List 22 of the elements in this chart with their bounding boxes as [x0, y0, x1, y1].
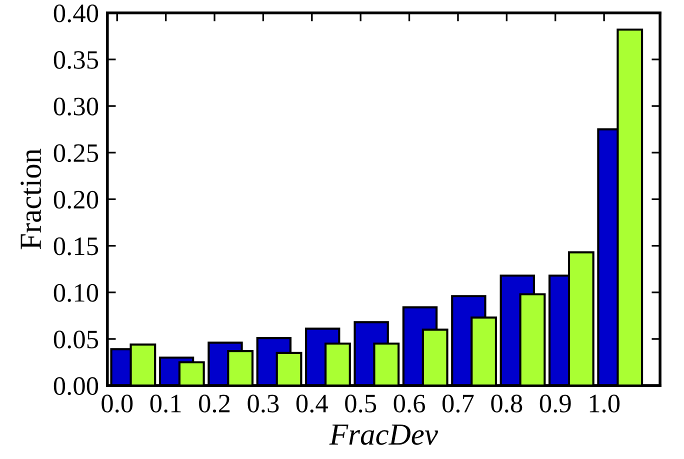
x-tick-label: 0.3	[248, 394, 279, 413]
x-tick-label: 1.0	[590, 394, 620, 413]
y-tick-label: 0.10	[54, 284, 98, 302]
x-tick-label: 0.8	[491, 394, 522, 413]
y-tick-label: 0.15	[54, 237, 98, 256]
y-tick-label: 0.20	[54, 190, 98, 209]
x-tick-label: 0.4	[296, 394, 328, 413]
x-tick-label: 0.5	[345, 394, 376, 413]
y-tick-label: 0.30	[54, 98, 98, 116]
y-tick-label: 0.25	[54, 144, 98, 162]
y-tick-label: 0.35	[54, 51, 98, 69]
y-tick-label: 0.05	[54, 330, 98, 348]
y-tick-label: 0.40	[54, 4, 98, 22]
x-tick-label: 0.9	[540, 394, 571, 413]
x-tick-label: 0.6	[394, 394, 425, 413]
x-axis-title: FracDev	[329, 424, 438, 445]
x-tick-label: 0.0	[102, 394, 133, 413]
x-tick-label: 0.1	[150, 394, 181, 413]
x-tick-label: 0.7	[442, 394, 474, 413]
y-axis-title: Fraction	[20, 148, 42, 250]
y-tick-label: 0.00	[54, 377, 98, 396]
x-tick-label: 0.2	[199, 394, 230, 413]
